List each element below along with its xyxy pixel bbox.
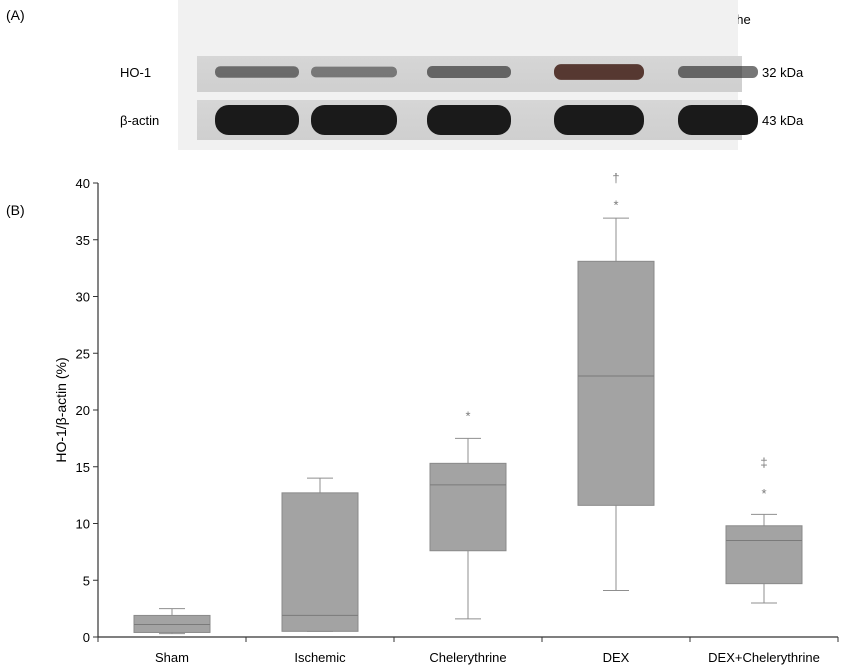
box-plot: 0 5 10 15 20 25 30 35 40 Sham Ischemic Chelerythrin… (76, 170, 839, 665)
y-tick-label: 40 (76, 176, 90, 191)
box (133, 614, 211, 633)
box-group (133, 608, 211, 635)
significance-mark: * (465, 409, 470, 424)
y-tick-label: 30 (76, 290, 90, 305)
box-group: *‡ (725, 455, 803, 604)
box (429, 462, 507, 552)
box (281, 492, 359, 632)
western-blot: HO-1 32 kDa β-actin 43 kDa (120, 0, 804, 150)
blot-band (554, 105, 644, 135)
molecular-weight-label: 43 kDa (762, 113, 804, 128)
blot-band (427, 66, 511, 78)
y-tick-label: 20 (76, 403, 90, 418)
blot-band (678, 66, 758, 78)
blot-band (311, 105, 397, 135)
y-tick-label: 35 (76, 233, 90, 248)
box-group: * (429, 409, 507, 620)
molecular-weight-label: 32 kDa (762, 65, 804, 80)
panel-a-label: (A) (6, 7, 25, 23)
blot-band (215, 105, 299, 135)
significance-mark: † (612, 170, 619, 185)
x-tick-label: DEX+Chelerythrine (708, 650, 820, 665)
blot-band (311, 66, 397, 78)
y-tick-label: 25 (76, 346, 90, 361)
y-tick-label: 0 (83, 630, 90, 645)
y-tick-label: 5 (83, 573, 90, 588)
blot-band (678, 105, 758, 135)
x-tick-label: Ischemic (294, 650, 346, 665)
significance-mark: * (761, 486, 766, 501)
blot-band (427, 105, 511, 135)
blot-band (215, 66, 299, 78)
blot-band (554, 64, 644, 80)
box (577, 260, 655, 506)
panel-b-label: (B) (6, 202, 25, 218)
box-group: *† (577, 170, 655, 591)
box-group (281, 477, 359, 632)
x-tick-label: Chelerythrine (429, 650, 506, 665)
y-tick-label: 10 (76, 517, 90, 532)
y-tick-label: 15 (76, 460, 90, 475)
significance-mark: ‡ (760, 455, 767, 470)
box (725, 525, 803, 585)
blot-row-label: β-actin (120, 113, 159, 128)
x-tick-label: Sham (155, 650, 189, 665)
y-axis-label: HO-1/β-actin (%) (53, 357, 69, 462)
x-tick-label: DEX (603, 650, 630, 665)
blot-row-label: HO-1 (120, 65, 151, 80)
significance-mark: * (613, 198, 618, 213)
